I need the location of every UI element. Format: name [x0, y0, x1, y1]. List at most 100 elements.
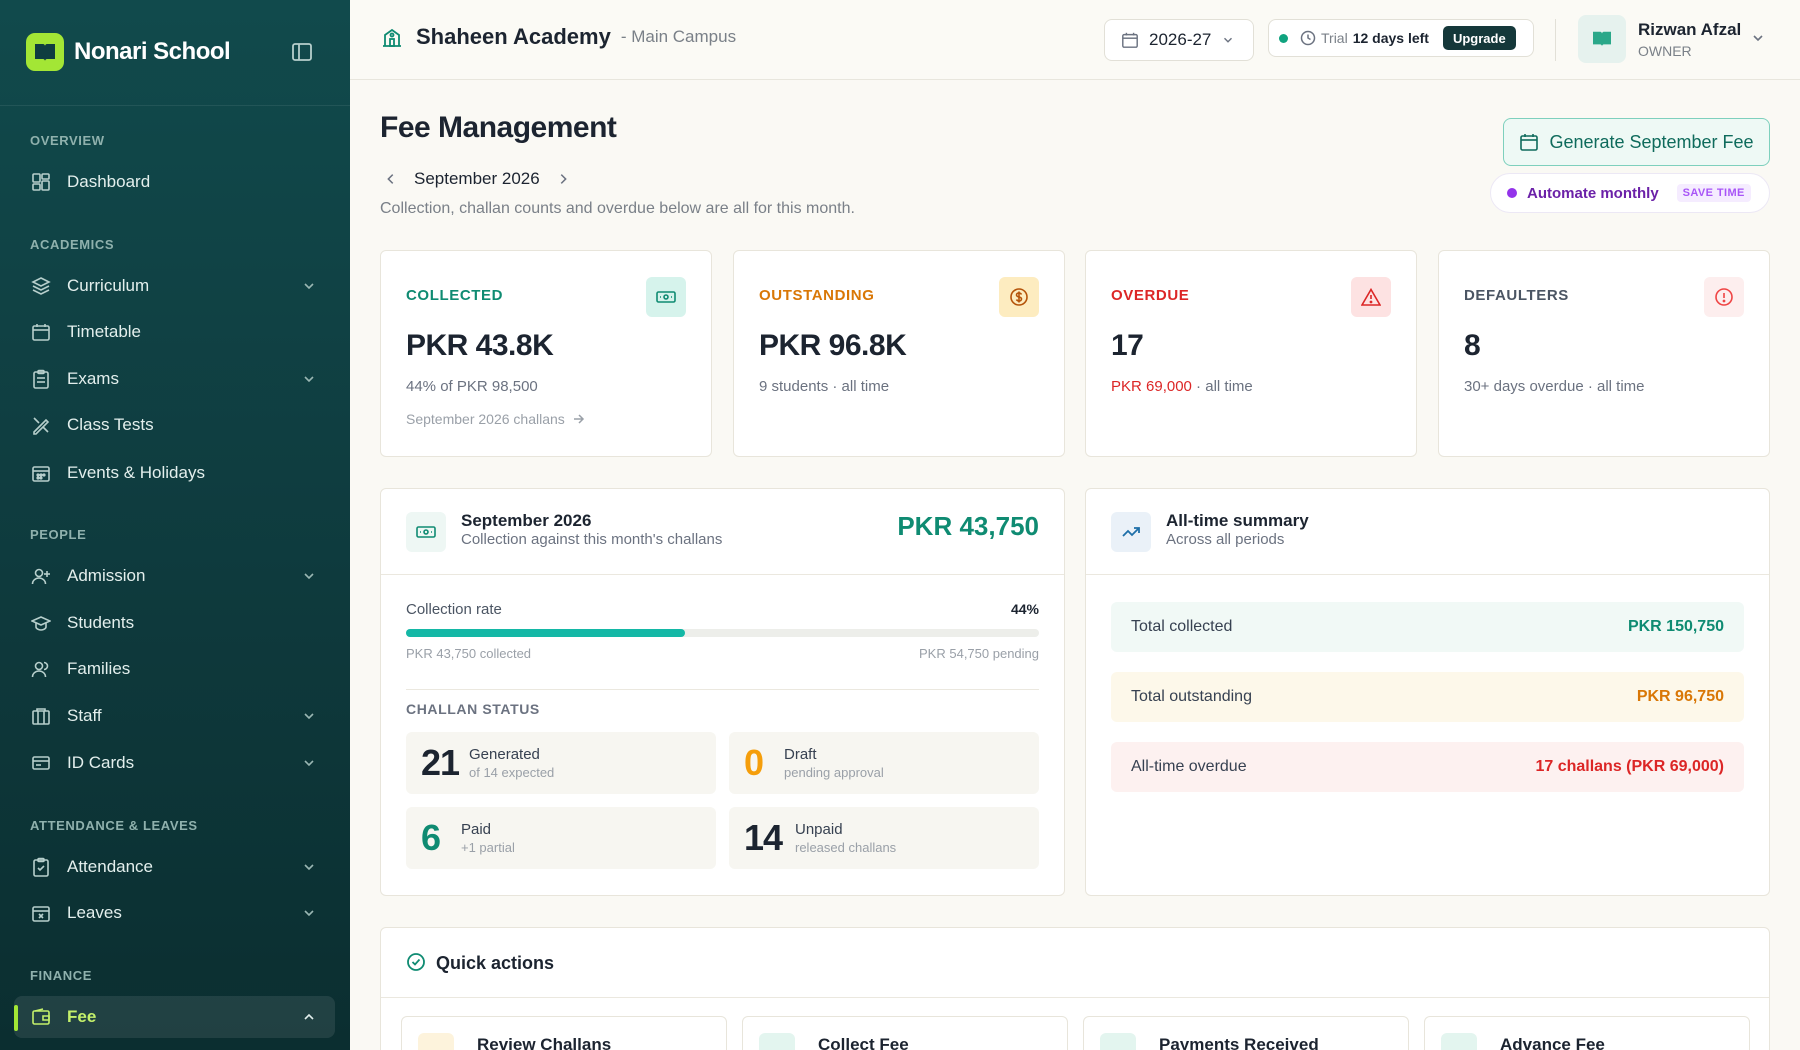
sidebar-item-curriculum[interactable]: Curriculum	[14, 265, 335, 307]
quick-actions-panel: Quick actions Review Challans Collect Fe…	[380, 927, 1770, 1050]
summary-value: PKR 150,750	[1627, 618, 1724, 635]
quick-action-label: Collect Fee	[818, 1035, 909, 1050]
current-month: September 2026	[414, 169, 540, 188]
stat-card-outstanding[interactable]: OUTSTANDING PKR 96.8K 9 students · all t…	[733, 250, 1065, 457]
stat-sub: 44% of PKR 98,500	[406, 378, 538, 395]
stat-label: OVERDUE	[1111, 287, 1190, 304]
quick-action-review-challans[interactable]: Review Challans	[401, 1016, 727, 1050]
summary-label: Total outstanding	[1131, 688, 1252, 705]
sidebar-item-families[interactable]: Families	[14, 648, 335, 690]
header-divider	[1555, 19, 1556, 61]
challan-status-generated[interactable]: 21 Generated of 14 expected	[406, 732, 716, 794]
sidebar-item-students[interactable]: Students	[14, 602, 335, 644]
school-name: Shaheen Academy	[416, 24, 611, 49]
clipboard-check-icon	[30, 856, 52, 878]
collection-progress-fill	[406, 629, 685, 637]
sidebar-item-timetable[interactable]: Timetable	[14, 311, 335, 353]
chevron-left-icon[interactable]	[380, 168, 402, 190]
avatar	[1578, 15, 1626, 63]
sidebar-item-events[interactable]: Events & Holidays	[14, 452, 335, 494]
status-sub: pending approval	[784, 765, 884, 780]
section-label-finance: FINANCE	[30, 968, 92, 983]
chevron-right-icon[interactable]	[552, 168, 574, 190]
challans-link[interactable]: September 2026 challans	[406, 411, 585, 427]
stat-label: OUTSTANDING	[759, 287, 875, 304]
sidebar-item-label: ID Cards	[67, 753, 135, 772]
overdue-scope: · all time	[1191, 378, 1253, 395]
academic-year-select[interactable]: 2026-27	[1104, 19, 1254, 61]
section-label-people: PEOPLE	[30, 527, 87, 542]
stat-sub: 30+ days overdue · all time	[1464, 378, 1645, 395]
stat-card-overdue[interactable]: OVERDUE 17 PKR 69,000 · all time	[1085, 250, 1417, 457]
collapse-sidebar-icon[interactable]	[290, 40, 314, 64]
sidebar-item-label: Staff	[67, 706, 102, 725]
sidebar-item-exams[interactable]: Exams	[14, 358, 335, 400]
challan-status-draft[interactable]: 0 Draft pending approval	[729, 732, 1039, 794]
quick-action-label: Advance Fee	[1500, 1035, 1605, 1050]
school-building-icon	[380, 25, 404, 49]
quick-action-collect-fee[interactable]: Collect Fee	[742, 1016, 1068, 1050]
month-navigator: September 2026	[380, 168, 574, 190]
overdue-amount: PKR 69,000	[1111, 378, 1192, 395]
chevron-down-icon	[301, 708, 317, 724]
quick-action-label: Payments Received	[1159, 1035, 1319, 1050]
sidebar-item-admission[interactable]: Admission	[14, 555, 335, 597]
divider	[406, 689, 1039, 690]
sidebar-item-label: Exams	[67, 369, 119, 388]
sidebar-item-id-cards[interactable]: ID Cards	[14, 742, 335, 784]
month-amount: PKR 43,750	[897, 511, 1039, 541]
summary-label: All-time overdue	[1131, 758, 1247, 775]
sidebar-item-staff[interactable]: Staff	[14, 695, 335, 737]
generate-fee-button[interactable]: Generate September Fee	[1503, 118, 1770, 166]
clock-icon	[1300, 30, 1316, 46]
status-label: Draft	[784, 746, 817, 763]
save-time-badge: SAVE TIME	[1676, 184, 1751, 202]
sidebar-item-dashboard[interactable]: Dashboard	[14, 161, 335, 203]
sidebar-item-label: Curriculum	[67, 276, 150, 295]
automate-label: Automate monthly	[1527, 184, 1659, 202]
sidebar-item-leaves[interactable]: Leaves	[14, 892, 335, 934]
stat-card-collected[interactable]: COLLECTED PKR 43.8K 44% of PKR 98,500 Se…	[380, 250, 712, 457]
user-menu[interactable]: Rizwan Afzal OWNER	[1578, 15, 1741, 63]
stat-label: DEFAULTERS	[1464, 287, 1569, 304]
collected-text: PKR 43,750 collected	[406, 646, 532, 661]
chevron-down-icon	[1221, 33, 1235, 47]
stat-card-defaulters[interactable]: DEFAULTERS 8 30+ days overdue · all time	[1438, 250, 1770, 457]
sidebar-item-class-tests[interactable]: Class Tests	[14, 404, 335, 446]
all-time-summary-panel: All-time summary Across all periods Tota…	[1085, 488, 1770, 896]
pencil-ruler-icon	[30, 414, 52, 436]
collect-icon	[759, 1033, 795, 1050]
challan-status-unpaid[interactable]: 14 Unpaid released challans	[729, 807, 1039, 869]
school-switcher[interactable]: Shaheen Academy - Main Campus	[380, 24, 736, 50]
panel-subtitle: Collection against this month's challans	[461, 531, 723, 548]
challan-status-paid[interactable]: 6 Paid +1 partial	[406, 807, 716, 869]
automate-monthly-button[interactable]: Automate monthly SAVE TIME	[1490, 173, 1770, 213]
sidebar-item-attendance[interactable]: Attendance	[14, 846, 335, 888]
quick-action-payments-received[interactable]: Payments Received	[1083, 1016, 1409, 1050]
calendar-grid-icon	[30, 462, 52, 484]
upgrade-button[interactable]: Upgrade	[1442, 26, 1516, 50]
status-sub: released challans	[795, 840, 897, 855]
divider	[381, 997, 1769, 998]
stat-label: COLLECTED	[406, 287, 504, 304]
quick-action-advance-fee[interactable]: Advance Fee	[1424, 1016, 1750, 1050]
stat-sub: 9 students · all time	[759, 378, 890, 395]
banknote-icon	[406, 512, 446, 552]
sidebar-item-label: Families	[67, 659, 131, 678]
trending-up-icon	[1111, 512, 1151, 552]
summary-value: PKR 96,750	[1636, 688, 1724, 705]
brand[interactable]: Nonari School	[26, 33, 231, 71]
layers-icon	[30, 275, 52, 297]
sidebar-item-label: Fee	[67, 1007, 97, 1026]
review-icon	[418, 1033, 454, 1050]
generate-fee-label: Generate September Fee	[1549, 131, 1754, 152]
sidebar-item-label: Students	[67, 613, 135, 632]
challan-status-label: CHALLAN STATUS	[406, 701, 540, 717]
chevron-down-icon[interactable]	[1750, 30, 1766, 46]
quick-action-label: Review Challans	[477, 1035, 612, 1050]
sidebar-item-label: Leaves	[67, 903, 122, 922]
status-sub: +1 partial	[461, 840, 515, 855]
user-name: Rizwan Afzal	[1638, 19, 1742, 39]
academic-year-value: 2026-27	[1149, 30, 1212, 49]
sidebar-item-fee[interactable]: Fee	[14, 996, 335, 1038]
